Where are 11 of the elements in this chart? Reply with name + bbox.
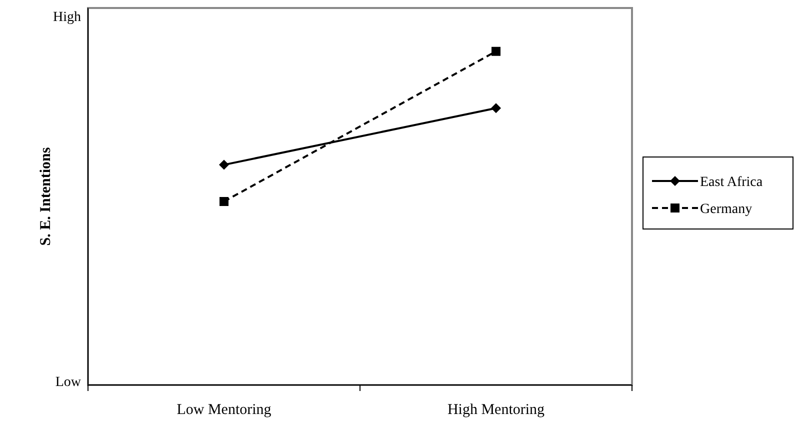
point	[219, 160, 229, 170]
y-axis-title: S. E. Intentions	[38, 147, 54, 246]
point	[491, 103, 501, 114]
legend-label: East Africa	[700, 174, 764, 190]
x-tick-label: High Mentoring	[447, 402, 546, 418]
point	[492, 46, 500, 56]
point	[220, 197, 228, 206]
legend-label: Germany	[700, 202, 752, 217]
x-tick-label: Low Mentoring	[176, 402, 272, 418]
text: High	[53, 10, 81, 25]
text: Low	[55, 374, 82, 390]
